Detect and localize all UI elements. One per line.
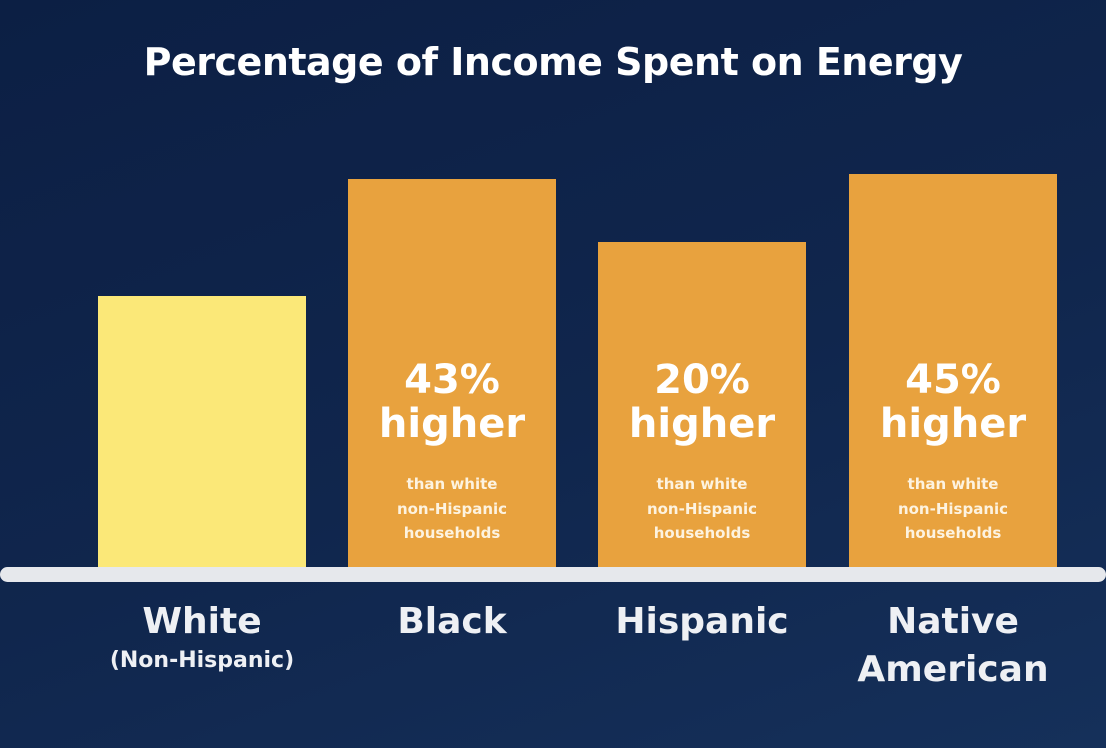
category-label: White (Non-Hispanic): [72, 598, 332, 676]
data-label-percent: 20%: [654, 357, 750, 403]
category-label: Native American: [823, 598, 1083, 694]
data-label-note: than white: [907, 475, 999, 493]
category-label: Black: [322, 598, 582, 646]
category-label-text: Hispanic: [615, 601, 789, 642]
data-label-note: households: [653, 524, 751, 542]
category-label-text: Black: [397, 601, 507, 642]
category-label-text: White: [142, 601, 262, 642]
data-label-note: non-Hispanic: [646, 499, 758, 518]
category-sublabel: (Non-Hispanic): [109, 648, 295, 673]
data-label-note: non-Hispanic: [396, 499, 508, 518]
category-label-line: Native: [887, 601, 1019, 642]
category-label-line: American: [857, 649, 1049, 690]
bar-black: [348, 179, 556, 568]
data-label-percent: 45%: [905, 357, 1001, 403]
chart-title: Percentage of Income Spent on Energy: [143, 40, 963, 84]
data-label-note: than white: [656, 475, 748, 493]
data-label-note: households: [904, 524, 1002, 542]
data-label-higher: higher: [628, 401, 776, 447]
x-axis-baseline: [0, 567, 1106, 582]
bar-hispanic: [598, 241, 806, 568]
category-label: Hispanic: [572, 598, 832, 646]
data-label-note: non-Hispanic: [897, 499, 1009, 518]
data-label-higher: higher: [378, 401, 526, 447]
data-label-note: than white: [406, 475, 498, 493]
data-label-higher: higher: [879, 401, 1027, 447]
data-label-percent: 43%: [404, 357, 500, 403]
data-label-note: households: [403, 524, 501, 542]
bar-white: [98, 296, 306, 568]
bar-native-american: [849, 173, 1057, 568]
